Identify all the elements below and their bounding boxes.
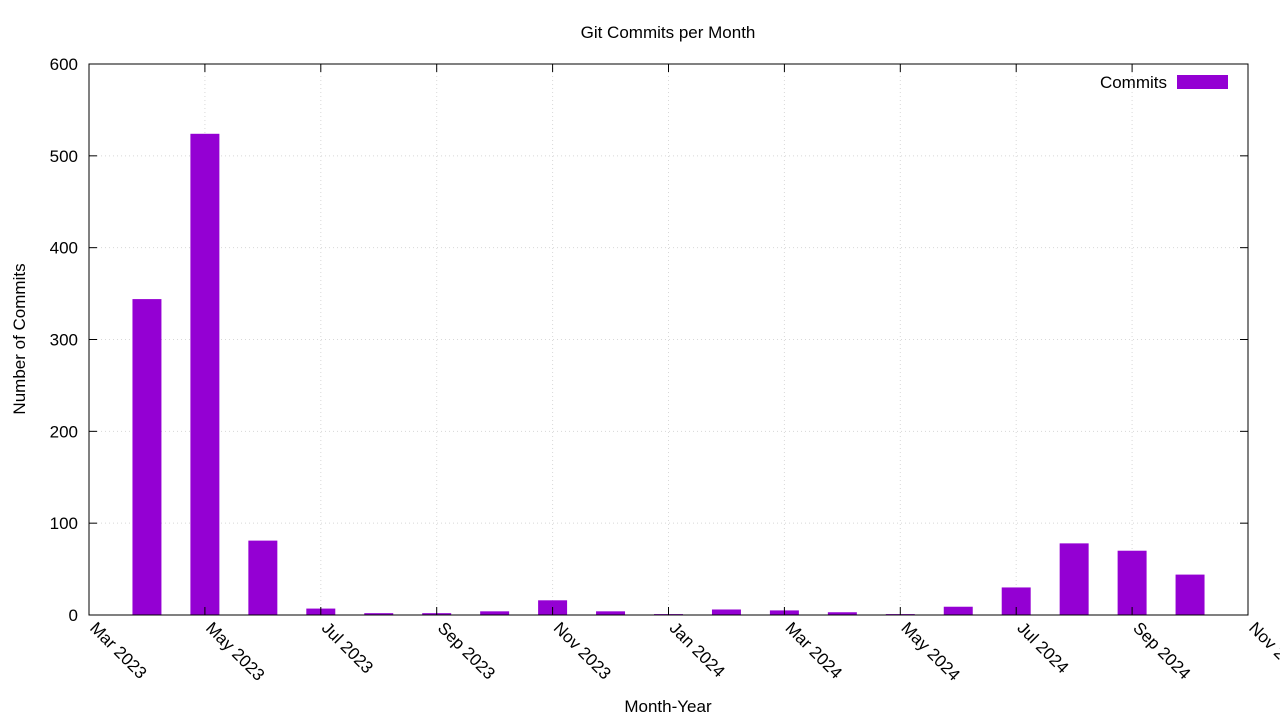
bars bbox=[132, 133, 1205, 615]
chart-title: Git Commits per Month bbox=[581, 23, 756, 42]
bar bbox=[132, 299, 162, 615]
bar bbox=[1059, 543, 1089, 615]
x-tick-label: May 2023 bbox=[202, 618, 268, 684]
y-tick-label: 0 bbox=[69, 606, 78, 625]
bar bbox=[190, 133, 220, 615]
x-tick-label: Nov 2024 bbox=[1245, 618, 1280, 683]
x-tick-label: Sep 2024 bbox=[1129, 618, 1194, 683]
bar bbox=[248, 540, 278, 615]
legend-swatch bbox=[1177, 75, 1228, 89]
y-tick-label: 300 bbox=[50, 331, 78, 350]
x-axis-label: Month-Year bbox=[624, 697, 712, 716]
bar bbox=[827, 612, 857, 615]
bar bbox=[1117, 550, 1147, 615]
bar bbox=[596, 611, 626, 615]
y-tick-label: 600 bbox=[50, 55, 78, 74]
y-axis-label: Number of Commits bbox=[10, 263, 29, 414]
x-tick-label: Mar 2024 bbox=[782, 618, 846, 682]
x-tick-label: Mar 2023 bbox=[86, 618, 150, 682]
legend-label: Commits bbox=[1100, 73, 1167, 92]
y-tick-label: 200 bbox=[50, 422, 78, 441]
bar bbox=[943, 606, 973, 615]
x-tick-label: Nov 2023 bbox=[550, 618, 615, 683]
bar bbox=[711, 609, 741, 615]
x-tick-label: Jan 2024 bbox=[666, 618, 729, 681]
x-tick-label: May 2024 bbox=[897, 618, 963, 684]
bar bbox=[480, 611, 510, 615]
x-tick-label: Jul 2023 bbox=[318, 618, 377, 677]
y-tick-label: 100 bbox=[50, 514, 78, 533]
bar bbox=[1175, 574, 1205, 615]
x-tick-label: Sep 2023 bbox=[434, 618, 499, 683]
ticks: 0 100 200 300 400 500 600 Mar 2023 May 2023 Jul 2… bbox=[50, 55, 1280, 685]
y-tick-label: 400 bbox=[50, 239, 78, 258]
grid bbox=[89, 64, 1248, 615]
x-tick-label: Jul 2024 bbox=[1013, 618, 1072, 677]
y-tick-label: 500 bbox=[50, 147, 78, 166]
bar bbox=[364, 613, 394, 615]
legend: Commits bbox=[1100, 73, 1228, 92]
